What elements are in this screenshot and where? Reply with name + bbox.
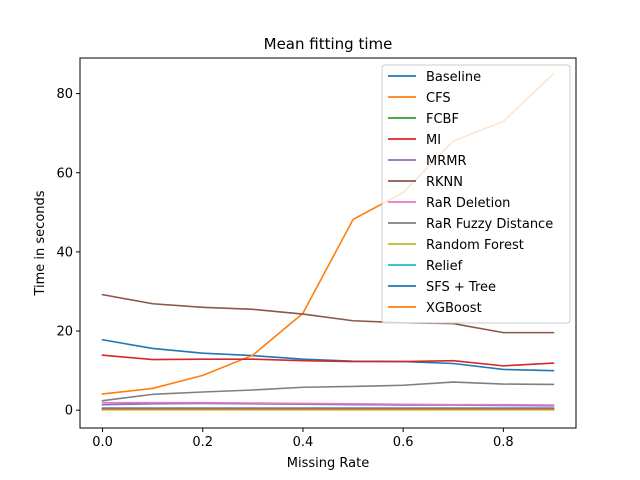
series-line: [101, 354, 555, 367]
y-tick-label: 20: [56, 325, 73, 340]
y-axis-label: Time in seconds: [33, 190, 48, 296]
x-tick-label: 0.6: [393, 435, 414, 450]
series-line: [101, 381, 555, 402]
y-tick-label: 60: [56, 166, 73, 181]
axes-frame: [79, 57, 577, 429]
legend-entry: MRMR: [426, 154, 467, 169]
legend-entry: MI: [426, 133, 441, 148]
legend: Baseline CFS FCBF MI MRMR RKNN RaR Deletion RaR…: [381, 64, 571, 324]
series-line: [101, 293, 555, 334]
x-tick-label: 0.2: [192, 435, 213, 450]
legend-entry: XGBoost: [426, 301, 482, 316]
y-tick-label: 0: [65, 404, 73, 419]
legend-entry: SFS + Tree: [426, 280, 496, 295]
x-tick-label: 0.4: [293, 435, 314, 450]
x-tick-label: 0.0: [92, 435, 113, 450]
series-layer: [101, 72, 555, 411]
legend-entry: CFS: [426, 91, 451, 106]
legend-entry: Random Forest: [426, 238, 524, 253]
y-axis: 0 20 40 60 80: [56, 87, 80, 419]
legend-entry: Baseline: [426, 70, 481, 85]
legend-entry: RaR Deletion: [426, 196, 510, 211]
legend-entry: RaR Fuzzy Distance: [426, 217, 553, 232]
chart-title: Mean fitting time: [264, 35, 393, 53]
legend-entry: RKNN: [426, 175, 463, 190]
series-line: [101, 338, 555, 372]
x-axis-label: Missing Rate: [287, 456, 369, 471]
series-line: [101, 401, 555, 406]
x-axis: 0.0 0.2 0.4 0.6 0.8: [92, 428, 514, 450]
legend-entry: Relief: [426, 259, 463, 274]
y-tick-label: 80: [56, 87, 73, 102]
legend-entry: FCBF: [426, 112, 459, 127]
x-tick-label: 0.8: [493, 435, 514, 450]
y-tick-label: 40: [56, 245, 73, 260]
legend-box: [381, 64, 571, 324]
